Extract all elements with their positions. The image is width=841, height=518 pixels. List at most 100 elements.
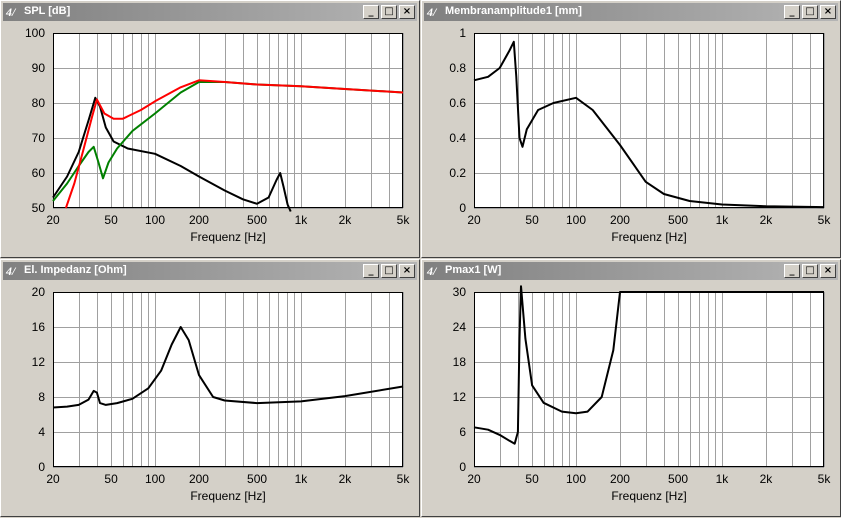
plot-area [474,33,824,208]
y-tick-label: 100 [25,26,45,40]
plot-area [53,292,403,467]
title-bar[interactable]: 4/ Pmax1 [W] _ □ × [424,262,838,280]
y-tick-label: 6 [459,425,466,439]
x-tick-label: 20 [46,472,60,486]
y-tick-label: 20 [32,285,46,299]
minimize-button[interactable]: _ [363,5,379,19]
close-button[interactable]: × [820,264,836,278]
x-tick-label: 200 [189,472,209,486]
window-title: Pmax1 [W] [445,264,502,276]
window-title: SPL [dB] [24,5,71,17]
y-tick-label: 16 [32,320,46,334]
plot-area [53,33,403,208]
y-tick-label: 12 [32,355,46,369]
y-tick-label: 90 [32,61,46,75]
minimize-button[interactable]: _ [784,5,800,19]
series-line [52,326,404,409]
x-tick-label: 100 [566,472,586,486]
window-membranamplitude[interactable]: 4/ Membranamplitude1 [mm] _ □ × 0 0.2 0.4 0… [421,0,841,258]
x-tick-label: 100 [145,472,165,486]
y-tick-label: 4 [38,425,45,439]
minimize-button[interactable]: _ [363,264,379,278]
series-line [64,79,404,209]
y-tick-label: 0.2 [449,166,466,180]
title-bar[interactable]: 4/ Membranamplitude1 [mm] _ □ × [424,3,838,21]
plot-frame [53,33,403,208]
x-tick-label: 20 [467,472,481,486]
y-tick-label: 0 [459,201,466,215]
x-tick-label: 1k [295,213,309,227]
x-axis-label: Frequenz [Hz] [190,489,265,503]
x-tick-label: 500 [247,472,267,486]
x-tick-label: 1k [716,213,730,227]
x-tick-label: 200 [610,472,630,486]
maximize-button[interactable]: □ [802,264,818,278]
x-axis-label: Frequenz [Hz] [611,230,686,244]
close-button[interactable]: × [399,264,415,278]
y-tick-label: 24 [453,320,467,334]
x-tick-label: 2k [760,213,774,227]
window-title: Membranamplitude1 [mm] [445,5,582,17]
window-impedanz[interactable]: 4/ El. Impedanz [Ohm] _ □ × 0 4 8 12 16 20 20 5… [0,259,420,517]
grid [474,292,825,468]
x-tick-label: 200 [610,213,630,227]
x-tick-label: 2k [339,472,353,486]
series-line [52,96,292,212]
x-tick-label: 1k [295,472,309,486]
minimize-button[interactable]: _ [784,264,800,278]
x-tick-label: 5k [818,472,832,486]
x-axis-label: Frequenz [Hz] [190,230,265,244]
y-tick-label: 0.4 [449,131,466,145]
app-logo-icon: 4/ [6,264,16,278]
y-tick-label: 12 [453,390,467,404]
x-tick-label: 5k [397,213,411,227]
y-tick-label: 60 [32,166,46,180]
window-spl[interactable]: 4/ SPL [dB] _ □ × 50 60 70 80 90 100 20 50 100 20… [0,0,420,258]
window-pmax[interactable]: 4/ Pmax1 [W] _ □ × 0 6 12 18 24 30 20 50 100 200 5… [421,259,841,517]
x-tick-label: 50 [525,213,539,227]
y-tick-label: 0.8 [449,61,466,75]
maximize-button[interactable]: □ [381,264,397,278]
plot-frame [53,292,403,467]
y-tick-label: 30 [453,285,467,299]
series-line [473,40,825,209]
x-tick-label: 100 [566,213,586,227]
x-tick-label: 50 [104,213,118,227]
y-tick-label: 50 [32,201,46,215]
x-tick-label: 5k [397,472,411,486]
x-tick-label: 2k [760,472,774,486]
close-button[interactable]: × [399,5,415,19]
x-tick-label: 50 [104,472,118,486]
x-tick-label: 5k [818,213,832,227]
title-bar[interactable]: 4/ SPL [dB] _ □ × [3,3,417,21]
y-tick-label: 1 [459,26,466,40]
x-tick-label: 200 [189,213,209,227]
x-tick-label: 20 [467,213,481,227]
maximize-button[interactable]: □ [802,5,818,19]
chart-pmax: 0 6 12 18 24 30 20 50 100 200 500 1k 2k 5k Frequenz [H… [453,285,832,503]
x-tick-label: 2k [339,213,353,227]
y-tick-label: 0 [459,460,466,474]
y-tick-label: 8 [38,390,45,404]
y-tick-label: 80 [32,96,46,110]
x-tick-label: 20 [46,213,60,227]
title-bar[interactable]: 4/ El. Impedanz [Ohm] _ □ × [3,262,417,280]
x-tick-label: 500 [668,213,688,227]
x-tick-label: 500 [247,213,267,227]
maximize-button[interactable]: □ [381,5,397,19]
x-axis-label: Frequenz [Hz] [611,489,686,503]
y-tick-label: 0 [38,460,45,474]
y-tick-label: 0.6 [449,96,466,110]
grid [53,33,404,209]
x-tick-label: 50 [525,472,539,486]
series-line [473,285,824,445]
window-title: El. Impedanz [Ohm] [24,264,127,276]
chart-impedanz: 0 4 8 12 16 20 20 50 100 200 500 1k 2k 5k Frequenz [Hz… [32,285,411,503]
close-button[interactable]: × [820,5,836,19]
app-logo-icon: 4/ [427,5,437,19]
grid [53,292,404,468]
chart-membranamplitude: 0 0.2 0.4 0.6 0.8 1 20 50 100 200 500 1k 2k 5k Frequen… [449,26,832,244]
app-logo-icon: 4/ [427,264,437,278]
plot-frame [474,33,824,208]
